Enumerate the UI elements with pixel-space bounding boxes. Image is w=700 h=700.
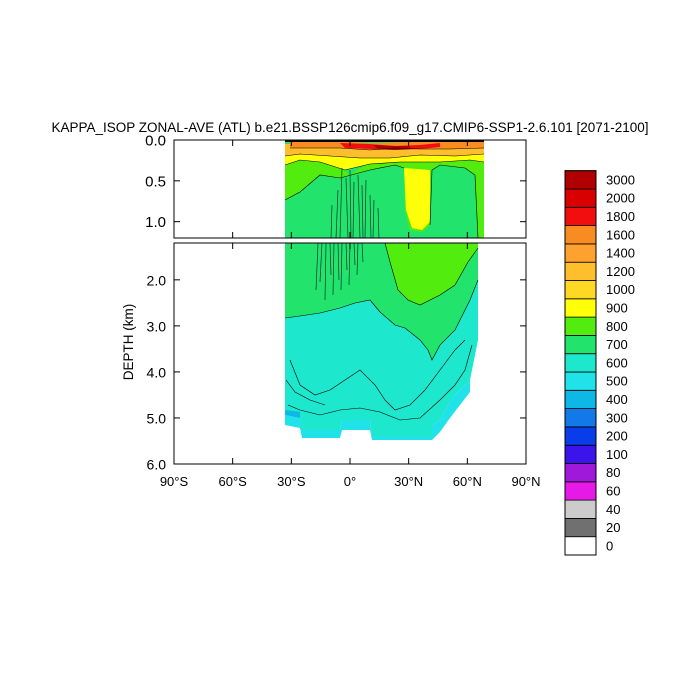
contour-line	[284, 159, 485, 171]
lower-depth-panel: 2.03.04.05.06.0 90°S 60°S 30°S 0° 30°N 60°N 90…	[147, 140, 541, 489]
colorbar-box	[564, 426, 597, 446]
colorbar-label: 300	[606, 410, 628, 425]
y-axis-label: DEPTH (km)	[121, 304, 136, 381]
colorbar-box	[564, 334, 597, 355]
colorbar-label: 1600	[606, 227, 635, 242]
y-tick-label: 1.0	[145, 214, 166, 231]
contour-line	[384, 243, 479, 306]
x-tick-label: 90°N	[511, 474, 540, 489]
colorbar-label: 700	[606, 337, 628, 352]
convection-streaks-lower	[315, 243, 364, 301]
colorbar-box	[564, 170, 597, 190]
field-band-400-500-bottom	[285, 380, 470, 440]
colorbar-label: 600	[606, 355, 628, 370]
y-tick-label: 0.0	[145, 133, 166, 150]
colorbar-box	[564, 280, 597, 300]
colorbar-box	[564, 206, 597, 227]
colorbar-box	[564, 316, 597, 336]
colorbar-frame	[564, 170, 597, 556]
colorbar-box	[564, 444, 597, 464]
colorbar-label: 20	[606, 520, 620, 535]
lower-y-ticks: 2.0 3.0 4.0 5.0 6.0	[147, 272, 526, 473]
field-band-800-900-tongue	[404, 168, 430, 230]
colorbar-box	[564, 188, 597, 208]
contour-line	[429, 164, 479, 238]
colorbar-label: 500	[606, 374, 628, 389]
y-tick-label: 2.0	[147, 272, 167, 288]
colorbar-label: 1000	[606, 282, 635, 297]
y-tick-label: 0.5	[145, 173, 166, 190]
colorbar-box	[564, 353, 597, 373]
colorbar-label: 0	[606, 538, 613, 553]
colorbar-box	[564, 518, 597, 538]
contour-line	[284, 279, 479, 361]
colorbar-box	[564, 243, 597, 263]
colorbar-box	[564, 261, 597, 281]
x-tick-label: 30°N	[394, 474, 423, 489]
colorbar-label: 100	[606, 447, 628, 462]
contour-line	[287, 344, 473, 421]
y-tick-label: 3.0	[147, 318, 167, 334]
colorbar-label: 400	[606, 392, 628, 407]
upper-y-ticks: 0.0 0.5 1.0	[145, 133, 526, 231]
colorbar-box	[564, 298, 597, 318]
x-tick-label: 0°	[344, 474, 356, 489]
upper-depth-panel: 0.0 0.5 1.0	[145, 133, 527, 239]
lower-field	[284, 243, 479, 440]
convection-streaks-upper	[330, 167, 380, 238]
colorbar-box	[564, 389, 597, 409]
colorbar-label: 60	[606, 483, 620, 498]
x-axis-ticks: 90°S 60°S 30°S 0° 30°N 60°N 90°N	[160, 140, 541, 489]
field-band-700-800-lower	[385, 243, 478, 305]
contour-line	[285, 379, 326, 406]
colorbar-box	[564, 463, 597, 483]
x-tick-label: 90°S	[160, 474, 189, 489]
y-tick-label: 6.0	[147, 457, 167, 473]
colorbar-label: 900	[606, 300, 628, 315]
y-tick-label: 4.0	[147, 364, 167, 380]
colorbar-label: 200	[606, 429, 628, 444]
colorbar-box	[564, 371, 597, 391]
contour-line	[290, 147, 485, 151]
field-band-700-800	[285, 158, 484, 238]
contour-line	[284, 153, 485, 159]
colorbar-box	[564, 536, 597, 556]
upper-field	[284, 140, 485, 238]
chart-title: KAPPA_ISOP ZONAL-AVE (ATL) b.e21.BSSP126…	[51, 120, 648, 135]
colorbar-label: 800	[606, 319, 628, 334]
colorbar-box	[564, 481, 597, 501]
colorbar: 0 20 40 60 80 100 200 300 400 500 600 700 800 900 1000…	[564, 170, 635, 556]
contour-line	[289, 339, 466, 411]
colorbar-label: 3000	[606, 172, 635, 187]
colorbar-label: 1200	[606, 264, 635, 279]
colorbar-label: 80	[606, 465, 620, 480]
x-tick-label: 30°S	[277, 474, 306, 489]
field-band-400-500	[285, 410, 300, 418]
contour-line	[284, 164, 405, 201]
colorbar-box	[564, 408, 597, 428]
y-tick-label: 5.0	[147, 410, 167, 426]
colorbar-label: 2000	[606, 191, 635, 206]
colorbar-label: 1800	[606, 209, 635, 224]
x-tick-label: 60°S	[218, 474, 247, 489]
colorbar-box	[564, 499, 597, 519]
colorbar-label: 1400	[606, 246, 635, 261]
colorbar-box	[564, 225, 597, 245]
x-tick-label: 60°N	[453, 474, 482, 489]
colorbar-label: 40	[606, 502, 620, 517]
